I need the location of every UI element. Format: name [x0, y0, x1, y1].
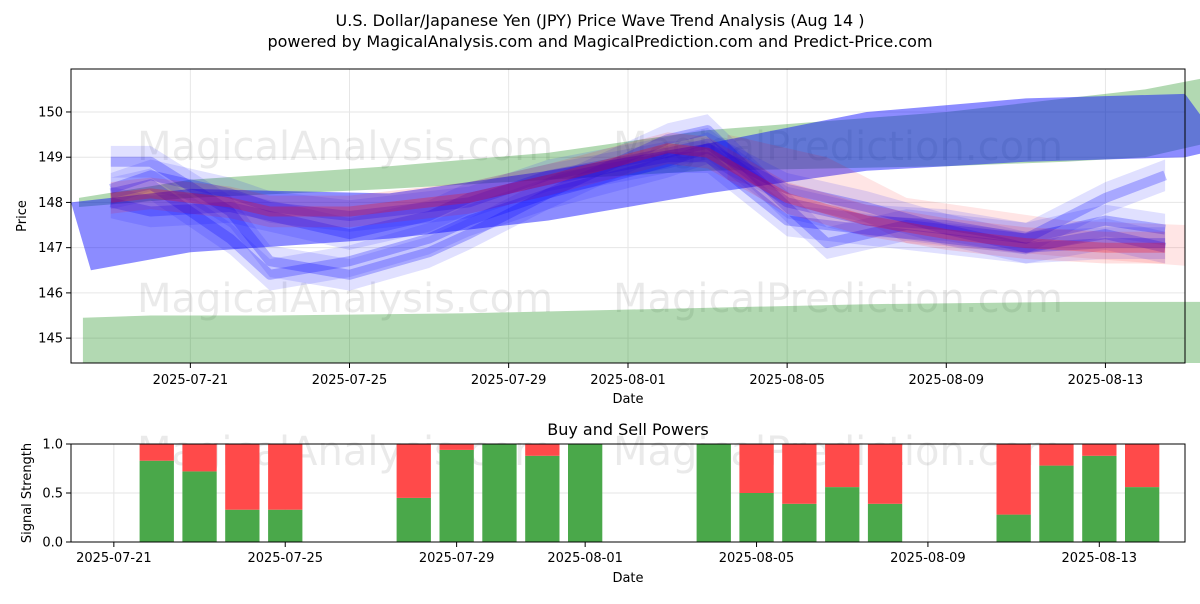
buy-bar-10 — [739, 493, 774, 542]
price-grid — [71, 69, 1185, 363]
price-panel: MagicalAnalysis.com MagicalPrediction.co… — [15, 68, 1200, 407]
sell-bar-13 — [867, 444, 903, 504]
price-y-tick-label-5: 150 — [38, 105, 63, 120]
price-x-tick-label-2: 2025-07-29 — [471, 373, 547, 388]
sell-bar-4 — [396, 444, 431, 498]
wave-4 — [109, 138, 1166, 244]
buy-bar-14 — [996, 514, 1031, 542]
watermark-prediction-bottom: MagicalPrediction.com — [613, 276, 1063, 322]
signal-y-tick-label-1: 0.5 — [42, 487, 63, 502]
watermark-prediction-top: MagicalPrediction.com — [613, 124, 1063, 170]
signal-x-tick-label-6: 2025-08-13 — [1062, 551, 1138, 566]
price-y-tick-label-0: 145 — [38, 332, 63, 347]
chart-title-line1: U.S. Dollar/Japanese Yen (JPY) Price Wav… — [336, 11, 865, 30]
sell-bar-7 — [525, 444, 560, 456]
buy-bar-16 — [1082, 455, 1117, 542]
signal-x-ticks: 2025-07-21 2025-07-25 2025-07-29 2025-08-01… — [76, 542, 1137, 566]
wave-3 — [109, 152, 1167, 253]
sell-bar-5 — [439, 444, 474, 450]
wave-5-band — [110, 132, 1166, 264]
buy-bar-5 — [439, 449, 474, 542]
buy-bar-17 — [1125, 487, 1160, 542]
signal-panel: Buy and Sell Powers MagicalAnalysis.com … — [20, 420, 1186, 586]
signal-y-tick-label-2: 1.0 — [42, 438, 63, 453]
sell-bar-3 — [268, 444, 303, 510]
green-upper-band — [79, 78, 1200, 207]
buy-bar-0 — [139, 460, 174, 542]
wave-1-band — [110, 132, 1166, 291]
signal-panel-title: Buy and Sell Powers — [547, 420, 709, 439]
price-x-axis-label: Date — [612, 392, 643, 407]
signal-x-tick-label-5: 2025-08-09 — [890, 551, 966, 566]
sell-bar-17 — [1125, 444, 1160, 488]
signal-x-axis-label: Date — [612, 571, 643, 586]
chart-title-line2: powered by MagicalAnalysis.com and Magic… — [267, 32, 932, 51]
signal-y-tick-label-0: 0.0 — [42, 536, 63, 551]
buy-bar-9 — [696, 444, 731, 542]
buy-bar-15 — [1039, 465, 1074, 542]
buy-bar-6 — [482, 444, 517, 542]
green-lower-band — [82, 301, 1200, 363]
wave-1 — [109, 143, 1166, 280]
price-watermarks: MagicalAnalysis.com MagicalPrediction.co… — [137, 124, 1063, 322]
price-y-tick-label-2: 147 — [38, 241, 63, 256]
signal-x-tick-label-4: 2025-08-05 — [719, 551, 795, 566]
buy-bar-1 — [182, 471, 217, 542]
sell-bar-16 — [1082, 444, 1117, 456]
watermark-analysis-top: MagicalAnalysis.com — [137, 124, 553, 170]
sell-bar-11 — [782, 444, 817, 504]
buy-bar-11 — [782, 503, 817, 542]
sell-bar-2 — [225, 444, 260, 510]
wave-2 — [110, 125, 1167, 280]
buy-bar-8 — [568, 444, 603, 542]
buy-bar-3 — [268, 509, 303, 542]
red-forecast-band — [727, 134, 1185, 266]
wave-4-band — [110, 127, 1166, 255]
price-x-tick-label-3: 2025-08-01 — [590, 373, 666, 388]
price-x-tick-label-1: 2025-07-25 — [312, 373, 388, 388]
signal-x-tick-label-2: 2025-07-29 — [419, 551, 495, 566]
wave-2-band — [110, 114, 1166, 291]
blue-trend-band — [71, 93, 1200, 271]
price-y-tick-label-4: 149 — [38, 151, 63, 166]
price-y-ticks: 145 146 147 148 149 150 — [38, 105, 71, 347]
buy-bar-13 — [867, 503, 903, 542]
signal-x-tick-label-3: 2025-08-01 — [547, 551, 623, 566]
buy-bar-2 — [225, 509, 260, 542]
price-x-tick-label-0: 2025-07-21 — [153, 373, 229, 388]
sell-bar-12 — [825, 444, 860, 488]
sell-bar-15 — [1039, 444, 1074, 466]
sell-bar-0 — [139, 444, 174, 461]
price-x-ticks: 2025-07-21 2025-07-25 2025-07-29 2025-08-01… — [153, 363, 1144, 388]
wave-3-band — [110, 141, 1166, 264]
price-y-tick-label-1: 146 — [38, 286, 63, 301]
wave-5 — [110, 143, 1166, 253]
signal-y-axis-label: Signal Strength — [20, 443, 35, 543]
buy-bar-4 — [396, 497, 431, 542]
price-bands — [71, 78, 1200, 363]
signal-x-tick-label-1: 2025-07-25 — [247, 551, 323, 566]
price-y-axis-label: Price — [15, 200, 30, 232]
buy-bar-7 — [525, 455, 560, 542]
price-waves — [109, 114, 1167, 291]
sell-bar-10 — [739, 444, 774, 493]
price-x-tick-label-6: 2025-08-13 — [1068, 373, 1144, 388]
sell-bar-14 — [996, 444, 1031, 515]
buy-bar-12 — [825, 487, 860, 542]
watermark-analysis-bottom: MagicalAnalysis.com — [137, 276, 553, 322]
signal-x-tick-label-0: 2025-07-21 — [76, 551, 152, 566]
price-x-tick-label-5: 2025-08-09 — [909, 373, 985, 388]
signal-bars — [139, 444, 1160, 542]
signal-y-ticks: 0.0 0.5 1.0 — [42, 438, 71, 551]
price-y-tick-label-3: 148 — [38, 196, 63, 211]
price-x-tick-label-4: 2025-08-05 — [749, 373, 825, 388]
sell-bar-1 — [182, 444, 217, 472]
